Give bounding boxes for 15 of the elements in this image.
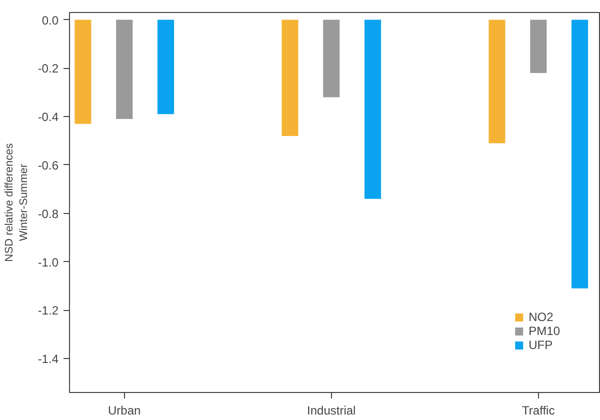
y-tick-label: 0.0 xyxy=(42,13,59,28)
y-axis-title: NSD relative differences Winter-Summer xyxy=(3,142,30,262)
y-tick-label: -0.2 xyxy=(38,62,59,76)
y-tick-label: -0.8 xyxy=(38,206,59,221)
x-tick-label: Traffic xyxy=(522,404,555,418)
y-tick-label: -0.4 xyxy=(38,110,59,124)
legend-label: UFP xyxy=(528,338,553,352)
y-tick-label: -1.4 xyxy=(38,352,59,366)
legend-label: PM10 xyxy=(528,324,560,338)
y-tick-label: -1.0 xyxy=(38,255,59,270)
x-tick-label: Urban xyxy=(108,404,141,418)
legend-label: NO2 xyxy=(528,310,554,324)
y-tick-label: -1.2 xyxy=(38,304,59,318)
y-tick-label: -0.6 xyxy=(38,158,59,172)
x-tick-label: Industrial xyxy=(307,404,356,418)
